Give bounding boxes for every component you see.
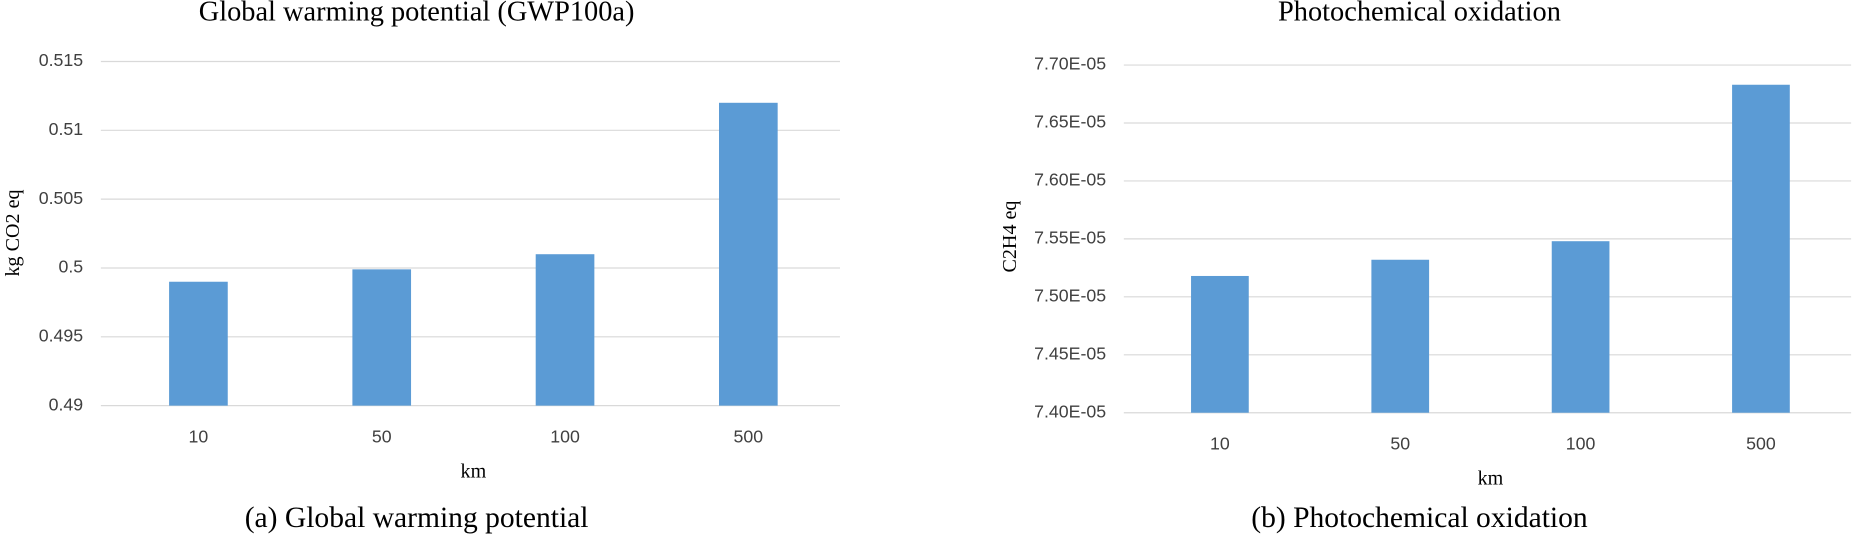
y-tick-label: 0.505	[39, 188, 83, 208]
bar	[1191, 275, 1249, 413]
y-tick-label: 7.40E-05	[1034, 401, 1106, 421]
x-tick-label: 100	[550, 426, 580, 446]
y-tick-label: 7.70E-05	[1034, 54, 1106, 74]
chart-title: Photochemical oxidation	[1278, 0, 1561, 28]
bar	[352, 269, 412, 406]
caption: (b) Photochemical oxidation	[1251, 502, 1588, 534]
y-tick-label: 7.50E-05	[1034, 286, 1106, 306]
x-tick-label: 500	[1746, 433, 1776, 453]
y-tick-label: 0.51	[49, 119, 84, 139]
chart-title: Global warming potential (GWP100a)	[199, 0, 635, 28]
x-axis-label: km	[461, 461, 487, 483]
bar	[535, 254, 595, 406]
y-tick-label: 7.55E-05	[1034, 228, 1106, 248]
x-tick-label: 100	[1566, 433, 1596, 453]
y-tick-label: 7.45E-05	[1034, 343, 1106, 363]
y-axis-label: C2H4 eq	[999, 201, 1021, 273]
y-tick-label: 0.49	[49, 394, 84, 414]
bar	[1732, 84, 1790, 413]
caption: (a) Global warming potential	[245, 502, 589, 534]
x-tick-label: 50	[1390, 433, 1410, 453]
y-tick-label: 7.60E-05	[1034, 170, 1106, 190]
bar	[1551, 241, 1610, 413]
y-tick-label: 0.515	[39, 50, 83, 70]
y-tick-label: 0.5	[58, 257, 83, 277]
x-axis-label: km	[1478, 468, 1504, 490]
x-tick-label: 500	[734, 426, 764, 446]
x-tick-label: 50	[372, 426, 392, 446]
bar	[1371, 259, 1430, 413]
y-axis-label: kg CO2 eq	[2, 189, 24, 276]
y-tick-label: 7.65E-05	[1034, 112, 1106, 132]
y-tick-label: 0.495	[39, 325, 83, 345]
bar	[169, 281, 228, 406]
x-tick-label: 10	[189, 426, 209, 446]
bar	[719, 102, 778, 406]
x-tick-label: 10	[1210, 433, 1230, 453]
